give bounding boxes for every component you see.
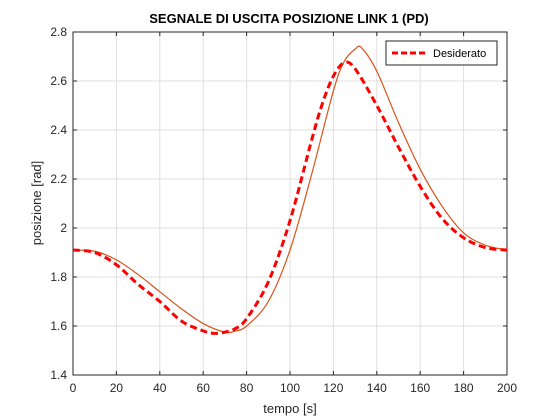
y-tick-label: 2 [60,221,67,235]
y-tick-label: 1.8 [50,270,67,284]
x-tick-label: 140 [367,381,387,395]
y-tick-label: 2.6 [50,74,67,88]
y-tick-label: 2.4 [50,123,67,137]
legend: Desiderato [385,40,498,66]
legend-label-desiderato: Desiderato [433,48,486,60]
y-tick-label: 1.4 [50,368,67,382]
y-tick-label: 2.2 [50,172,67,186]
x-tick-label: 100 [280,381,300,395]
y-tick-label: 1.6 [50,319,67,333]
x-axis-title: tempo [s] [263,401,316,416]
x-tick-label: 180 [454,381,474,395]
chart-title: SEGNALE DI USCITA POSIZIONE LINK 1 (PD) [149,11,429,26]
axis-ticks: 0 20 40 60 80 100 120 140 160 180 200 1.4 1.6 1.8 2 2.2… [50,25,517,395]
y-axis-title: posizione [rad] [29,161,44,246]
series-layer [72,45,508,335]
y-tick-label: 2.8 [50,25,67,39]
series-line-output [72,45,508,334]
series-line-desiderato [72,60,508,335]
x-tick-label: 0 [70,381,77,395]
x-tick-label: 200 [497,381,517,395]
x-tick-label: 120 [323,381,343,395]
x-tick-label: 20 [110,381,124,395]
x-tick-label: 160 [410,381,430,395]
x-tick-label: 60 [197,381,211,395]
x-tick-label: 80 [240,381,254,395]
x-tick-label: 40 [153,381,167,395]
grid [72,31,508,376]
